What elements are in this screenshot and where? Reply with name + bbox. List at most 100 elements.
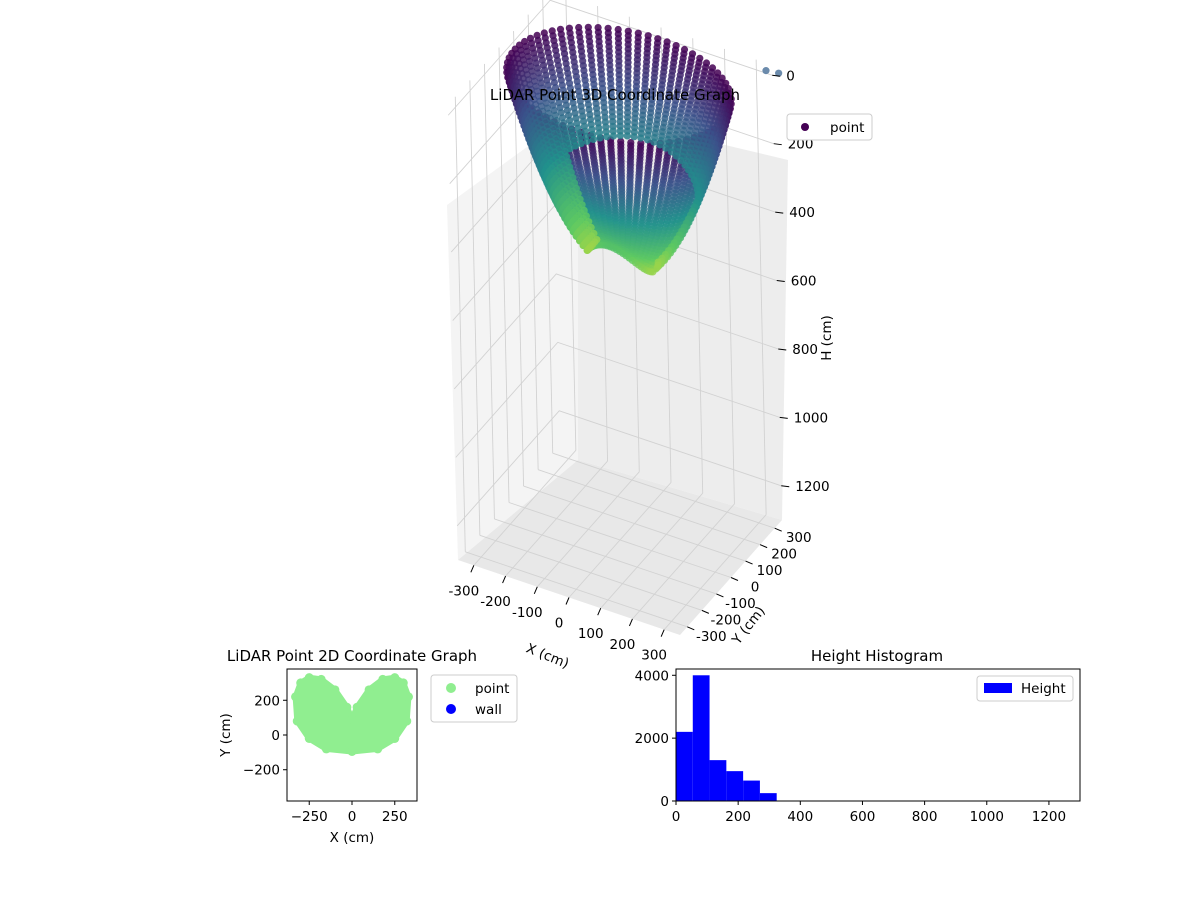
- chart-3d-x-tick-label: 200: [610, 637, 636, 653]
- chart-histogram-ticks: 0 200 400 600 800 1000 1200 0 2000 4000: [635, 668, 1066, 825]
- chart-3d-gridline: [469, 80, 481, 536]
- chart-2d-legend-marker-point: [446, 683, 456, 693]
- chart-histogram-x-tick-label: 200: [725, 809, 751, 825]
- chart-3d-y-tick: [774, 527, 782, 532]
- chart-3d-z-ticks: 0 200 400 600 800 1000 1200: [772, 68, 830, 495]
- chart-3d-y-tick: [759, 544, 768, 549]
- chart-2d-x-tick-label: 250: [382, 809, 408, 825]
- chart-3d-z-tick-label: 800: [792, 342, 818, 358]
- chart-2d-x-tick-label: 0: [348, 809, 357, 825]
- chart-3d-x-tick: [565, 597, 570, 605]
- chart-3d-z-tick-label: 0: [786, 68, 795, 84]
- chart-histogram-x-tick-label: 0: [672, 809, 681, 825]
- chart-3d-gridline: [453, 273, 779, 390]
- chart-2d-legend-marker-wall: [446, 704, 456, 714]
- chart-3d-x-tick: [628, 618, 633, 627]
- chart-3d-point: [672, 152, 680, 160]
- chart-3d-point: [637, 134, 645, 142]
- chart-2d-point: [390, 733, 400, 743]
- chart-histogram-x-tick-label: 600: [850, 809, 876, 825]
- chart-histogram-legend-label: Height: [1021, 681, 1066, 697]
- chart-2d-point: [342, 702, 352, 712]
- chart-2d-point: [321, 744, 331, 754]
- chart-3d-x-tick: [660, 629, 665, 637]
- chart-3d-xlabel: X (cm): [524, 641, 571, 673]
- chart-3d-y-tick: [716, 593, 724, 598]
- chart-3d-z-tick: [781, 485, 790, 488]
- chart-3d-x-tick: [533, 586, 538, 594]
- chart-2d-legend-label-wall: wall: [475, 702, 502, 718]
- chart-3d-x-tick: [597, 608, 602, 616]
- chart-2d-point: [304, 673, 314, 683]
- chart-3d-legend-label: point: [830, 120, 864, 136]
- chart-3d-z-tick: [775, 211, 784, 214]
- chart-3d-x-tick-label: -300: [449, 583, 480, 599]
- chart-3d-point: [623, 132, 631, 140]
- chart-3d-x-tick-label: -100: [512, 605, 543, 621]
- chart-histogram-y-tick-label: 0: [660, 794, 669, 810]
- chart-2d-point: [292, 716, 302, 726]
- chart-3d-x-tick: [502, 575, 507, 584]
- chart-3d-y-tick: [687, 626, 695, 631]
- chart-3d-point: [616, 132, 625, 140]
- chart-3d-y-tick-label: -200: [711, 612, 742, 628]
- chart-histogram-legend: Height: [976, 675, 1074, 702]
- chart-2d-points: [291, 673, 413, 756]
- chart-2d-point: [390, 673, 400, 683]
- chart-3d-point: [650, 138, 658, 146]
- chart-2d-xlabel: X (cm): [330, 830, 375, 846]
- chart-3d-point: [630, 133, 638, 141]
- chart-2d-y-tick-label: 0: [271, 728, 280, 744]
- chart-3d-point: [656, 141, 664, 149]
- chart-3d-z-tick: [779, 416, 788, 419]
- chart-3d-legend-marker: [801, 123, 809, 131]
- chart-3d-gridline: [508, 502, 732, 578]
- chart-histogram-legend-swatch: [984, 683, 1012, 693]
- chart-3d-y-tick-label: -300: [696, 629, 727, 645]
- chart-3d-gridline: [663, 514, 767, 630]
- chart-histogram-x-tick-label: 800: [912, 809, 938, 825]
- chart-3d-y-tick: [730, 577, 739, 581]
- chart-3d-z-tick: [778, 348, 787, 351]
- chart-2d-ylabel: Y (cm): [218, 713, 234, 758]
- chart-3d-z-tick-label: 400: [789, 205, 815, 221]
- chart-3d-z-tick: [773, 143, 782, 146]
- chart-2d-point: [352, 702, 362, 712]
- chart-3d-y-tick: [701, 609, 710, 614]
- chart-3d-gridline: [447, 0, 773, 116]
- chart-3d-legend: point: [786, 113, 873, 141]
- chart-3d-point: [662, 144, 670, 152]
- chart-3d-gridline: [600, 492, 704, 609]
- chart-3d-gridline: [454, 96, 466, 552]
- chart-2d-y-tick-label: 200: [254, 693, 280, 709]
- chart-3d-y-tick-label: 100: [757, 563, 783, 579]
- chart-histogram-frame: [675, 668, 1081, 802]
- chart-3d-z-tick-label: 1000: [794, 410, 828, 426]
- chart-2d-point: [373, 744, 383, 754]
- chart-3d-gridline: [632, 503, 735, 620]
- chart-3d-point: [653, 263, 662, 271]
- chart-2d-point: [364, 685, 374, 695]
- chart-3d-point: [649, 268, 657, 276]
- chart-3d-x-ticks: -300-200-100 0 100 200 300: [449, 565, 667, 664]
- chart-3d-point: [579, 232, 587, 240]
- chart-3d-z-tick-label: 1200: [795, 479, 829, 495]
- chart-histogram-x-tick-label: 400: [787, 809, 813, 825]
- chart-3d-point: [762, 67, 770, 75]
- chart-3d-z-tick-label: 600: [791, 274, 817, 290]
- chart-2d-point: [398, 678, 408, 688]
- chart-histogram-x-tick-label: 1000: [970, 809, 1004, 825]
- chart-3d-point: [589, 135, 598, 143]
- chart-3d-gridline: [498, 47, 510, 503]
- chart-3d-y-tick-label: 300: [786, 530, 812, 546]
- chart-2d-point: [378, 674, 388, 684]
- chart-2d-point: [330, 685, 340, 695]
- chart-3d-gridline: [552, 452, 775, 529]
- chart-3d-points: [503, 23, 783, 276]
- chart-3d-y-tick: [745, 560, 753, 565]
- chart-3d-gridline: [456, 410, 782, 527]
- chart-2d-y-tick-label: −200: [243, 763, 280, 779]
- chart-3d-point: [643, 136, 652, 144]
- chart-3d-x-tick: [470, 565, 475, 573]
